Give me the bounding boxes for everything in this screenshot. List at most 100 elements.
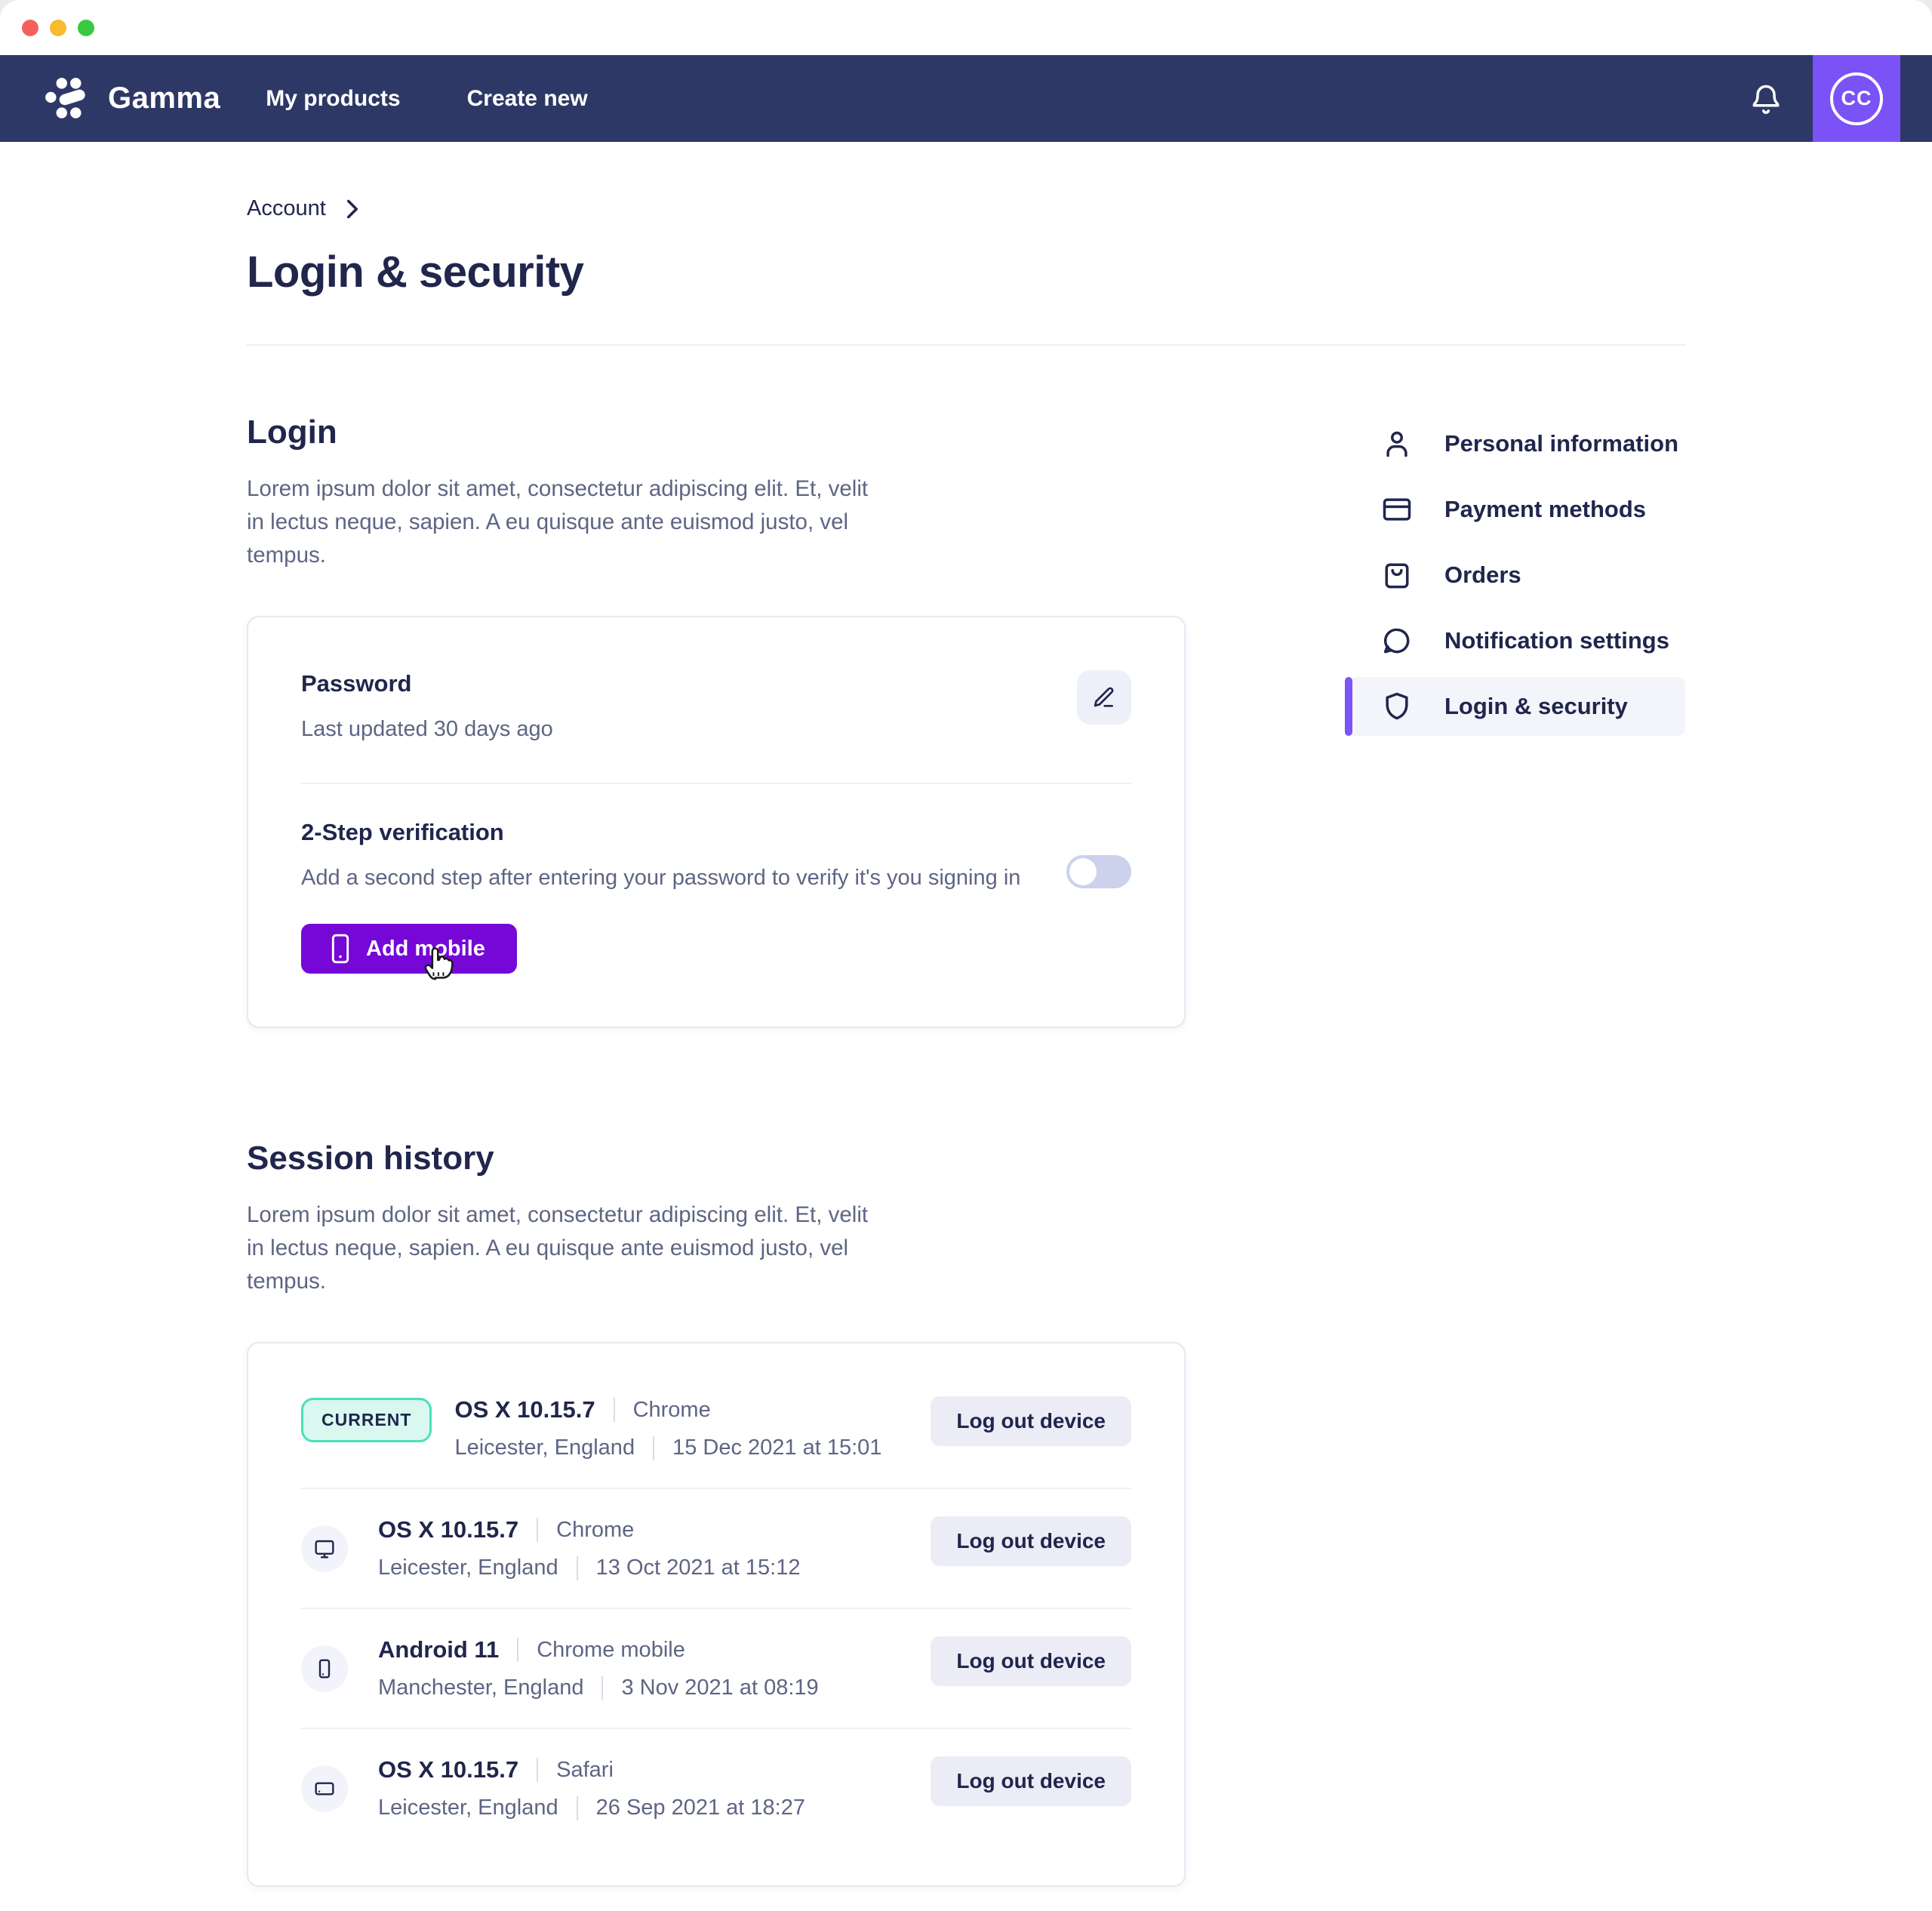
session-device: OS X 10.15.7 [454,1396,595,1423]
sidebar-item-label: Login & security [1444,693,1628,719]
separator [576,1796,578,1820]
session-history-card: CURRENT OS X 10.15.7 Chrome Leicester, E… [247,1342,1186,1887]
session-details: OS X 10.15.7 Chrome Leicester, England 1… [378,1516,801,1580]
navbar-right: CC [1749,55,1932,142]
password-info: Password Last updated 30 days ago [301,670,553,742]
main-content: Account Login & security Login Lorem ips… [247,196,1685,1887]
two-step-label: 2-Step verification [301,819,504,845]
separator [576,1556,578,1580]
separator [653,1436,655,1460]
brand-name: Gamma [108,82,221,115]
separator [517,1638,519,1662]
add-mobile-button[interactable]: Add mobile [301,924,517,974]
session-location: Leicester, England [454,1436,635,1460]
chevron-right-icon [346,198,359,220]
session-browser: Chrome [632,1397,711,1422]
breadcrumb-account-link[interactable]: Account [247,196,326,220]
two-step-toggle[interactable] [1066,855,1131,888]
session-browser: Chrome [556,1517,635,1542]
nav-link-my-products[interactable]: My products [266,85,401,111]
row-divider [301,1728,1131,1729]
session-datetime: 3 Nov 2021 at 08:19 [621,1676,819,1700]
current-session-badge: CURRENT [301,1398,432,1442]
logout-device-button[interactable]: Log out device [931,1396,1131,1446]
sidebar-item-login-security[interactable]: Login & security [1345,677,1685,736]
password-label: Password [301,670,412,697]
minimize-window-button[interactable] [50,19,66,36]
user-icon [1380,427,1414,460]
nav-link-create-new[interactable]: Create new [466,85,588,111]
shopping-bag-icon [1380,559,1414,592]
separator [537,1758,539,1782]
add-mobile-wrap: Add mobile [301,924,517,980]
credit-card-icon [1380,493,1414,526]
login-section-heading: Login [247,414,337,451]
session-device: OS X 10.15.7 [378,1516,519,1543]
password-row: Password Last updated 30 days ago [301,670,1131,742]
edit-password-button[interactable] [1077,670,1131,725]
separator [601,1676,604,1700]
sidebar-item-label: Orders [1444,562,1521,588]
expand-window-button[interactable] [78,19,94,36]
two-step-row: 2-Step verification Add a second step af… [301,819,1131,891]
session-browser: Safari [556,1757,614,1782]
settings-column: Login Lorem ipsum dolor sit amet, consec… [247,346,1186,1887]
logout-device-button[interactable]: Log out device [931,1516,1131,1566]
sidebar-item-payment-methods[interactable]: Payment methods [1349,480,1685,539]
account-menu-button[interactable]: CC [1813,55,1900,142]
two-step-description: Add a second step after entering your pa… [301,866,1021,890]
active-indicator [1345,677,1352,736]
session-row: OS X 10.15.7 Chrome Leicester, England 1… [301,1516,1131,1608]
avatar-initials: CC [1841,87,1872,109]
sidebar-item-label: Payment methods [1444,496,1647,522]
notifications-button[interactable] [1749,81,1783,117]
close-window-button[interactable] [22,19,38,36]
page-title: Login & security [247,248,584,297]
sidebar-item-label: Personal information [1444,430,1679,457]
logout-device-button[interactable]: Log out device [931,1756,1131,1806]
session-location: Manchester, England [378,1676,584,1700]
row-divider [301,1608,1131,1609]
login-card: Password Last updated 30 days ago [247,616,1186,1028]
session-device: Android 11 [378,1636,500,1663]
laptop-icon [301,1765,348,1812]
session-device: OS X 10.15.7 [378,1756,519,1783]
chat-bubble-icon [1380,624,1414,657]
logout-device-button[interactable]: Log out device [931,1636,1131,1686]
add-mobile-label: Add mobile [366,936,485,961]
mobile-icon [301,1645,348,1692]
session-row: Android 11 Chrome mobile Manchester, Eng… [301,1636,1131,1728]
sidebar-item-notification-settings[interactable]: Notification settings [1349,611,1685,670]
mobile-phone-icon [330,933,351,965]
shield-icon [1380,690,1414,723]
session-details: OS X 10.15.7 Chrome Leicester, England 1… [454,1396,881,1460]
window-controls [22,19,94,36]
session-browser: Chrome mobile [537,1637,685,1662]
window-titlebar [0,0,1932,55]
sidebar-item-personal-information[interactable]: Personal information [1349,414,1685,473]
session-location: Leicester, England [378,1556,558,1580]
card-divider [301,783,1131,784]
session-datetime: 13 Oct 2021 at 15:12 [595,1556,801,1580]
separator [613,1398,615,1422]
session-details: OS X 10.15.7 Safari Leicester, England 2… [378,1756,805,1820]
sidebar-item-label: Notification settings [1444,627,1669,654]
session-section-heading: Session history [247,1140,494,1177]
desktop-icon [301,1525,348,1572]
avatar: CC [1830,72,1883,125]
sidebar-item-orders[interactable]: Orders [1349,546,1685,605]
title-divider [247,344,1685,346]
nav-links: My products Create new [266,86,587,112]
login-section-description: Lorem ipsum dolor sit amet, consectetur … [247,476,869,568]
session-datetime: 26 Sep 2021 at 18:27 [595,1796,805,1820]
pencil-icon [1091,685,1117,710]
two-step-info: 2-Step verification Add a second step af… [301,819,1020,891]
account-nav: Personal information Payment methods [1345,414,1685,1887]
toggle-knob [1069,858,1097,885]
breadcrumb: Account [247,196,1685,221]
brand[interactable]: Gamma [43,74,220,124]
bell-icon [1749,81,1783,117]
gamma-logo-icon [43,74,93,124]
session-location: Leicester, England [378,1796,558,1820]
